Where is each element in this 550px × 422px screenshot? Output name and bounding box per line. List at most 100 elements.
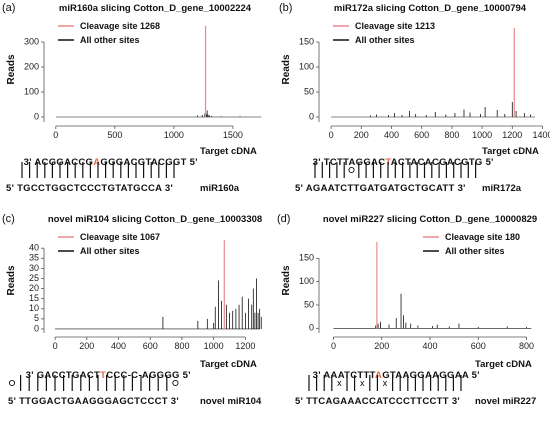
chart-title: miR160a slicing Cotton_D_gene_10002224 bbox=[59, 3, 252, 14]
y-axis-label: Reads bbox=[6, 54, 17, 84]
mirna-label: miR172a bbox=[482, 183, 522, 194]
alignment: 3' GACCTGACTTCCC-C-AGGGG 5' Target cDNA … bbox=[0, 351, 275, 422]
y-tick-label: 0 bbox=[309, 111, 314, 121]
x-tick-label: 400 bbox=[422, 341, 437, 351]
cleavage-base: A bbox=[93, 157, 101, 168]
alignment: 3' TCTTAGGACTACTACACGACGTG 5' Target cDN… bbox=[275, 140, 550, 211]
x-tick-label: 800 bbox=[444, 130, 459, 140]
x-tick-label: 500 bbox=[107, 130, 122, 140]
y-tick-label: 200 bbox=[24, 61, 39, 71]
legend-label-cleavage: Cleavage site 1268 bbox=[80, 21, 160, 31]
y-tick-label: 300 bbox=[24, 36, 39, 46]
base-pairs bbox=[314, 162, 477, 178]
y-tick-label: 100 bbox=[299, 276, 314, 286]
x-tick-label: 0 bbox=[53, 341, 58, 351]
target-label: Target cDNA bbox=[482, 146, 539, 157]
y-axis-label: Reads bbox=[281, 54, 292, 84]
chart-title: novel miR227 slicing Cotton_D_gene_10000… bbox=[323, 214, 537, 225]
target-label: Target cDNA bbox=[200, 359, 257, 370]
x-tick-label: 0 bbox=[329, 130, 334, 140]
panel-letter: (b) bbox=[279, 2, 293, 14]
plot: novel miR104 slicing Cotton_D_gene_10003… bbox=[6, 214, 262, 351]
legend-label-other: All other sites bbox=[445, 246, 505, 256]
x-tick-label: 800 bbox=[174, 341, 189, 351]
cleavage-base: T bbox=[100, 370, 107, 381]
plot: miR172a slicing Cotton_D_gene_10000794 Re… bbox=[281, 3, 550, 140]
wobble-circle bbox=[8, 379, 16, 387]
base-pairs bbox=[8, 375, 179, 391]
base-pairs bbox=[21, 162, 175, 178]
legend-label-other: All other sites bbox=[80, 35, 140, 45]
x-tick-label: 1400 bbox=[532, 130, 550, 140]
x-tick-label: 1000 bbox=[472, 130, 492, 140]
target-label: Target cDNA bbox=[200, 146, 257, 157]
legend-label-other: All other sites bbox=[355, 35, 415, 45]
mirna-sequence: 5' TGCCTGGCTCCCTGTATGCCA 3' bbox=[6, 183, 174, 194]
y-tick-label: 40 bbox=[29, 243, 39, 253]
y-tick-label: 100 bbox=[24, 86, 39, 96]
y-tick-label: 50 bbox=[304, 86, 314, 96]
x-tick-label: 600 bbox=[471, 341, 486, 351]
x-tick-label: 1000 bbox=[204, 341, 224, 351]
x-tick-label: 200 bbox=[374, 341, 389, 351]
wobble-circle bbox=[172, 379, 179, 387]
x-tick-label: 200 bbox=[79, 341, 94, 351]
legend-label-other: All other sites bbox=[80, 246, 140, 256]
y-tick-label: 150 bbox=[299, 253, 314, 263]
panel-letter: (c) bbox=[2, 213, 15, 225]
y-tick-label: 0 bbox=[34, 111, 39, 121]
y-tick-label: 100 bbox=[299, 61, 314, 71]
x-tick-label: 0 bbox=[331, 341, 336, 351]
y-tick-label: 30 bbox=[29, 263, 39, 273]
mirna-sequence: 5' TTGGACTGAAGGGAGCTCCCT 3' bbox=[8, 396, 179, 407]
y-tick-label: 0 bbox=[309, 323, 314, 333]
x-tick-label: 400 bbox=[384, 130, 399, 140]
wobble-circle bbox=[348, 166, 355, 174]
x-tick-label: 200 bbox=[354, 130, 369, 140]
target-label: Target cDNA bbox=[475, 359, 532, 370]
mismatch-mark: x bbox=[383, 378, 388, 388]
y-tick-label: 150 bbox=[299, 36, 314, 46]
mismatch-mark: x bbox=[337, 378, 342, 388]
x-tick-label: 1200 bbox=[502, 130, 522, 140]
y-axis-label: Reads bbox=[281, 265, 292, 295]
plot: novel miR227 slicing Cotton_D_gene_10000… bbox=[281, 214, 537, 351]
x-tick-label: 1000 bbox=[164, 130, 184, 140]
mirna-label: novel miR104 bbox=[200, 396, 262, 407]
y-tick-label: 5 bbox=[34, 313, 39, 323]
panel-c: (c) novel miR104 slicing Cotton_D_gene_1… bbox=[0, 211, 275, 422]
panel-letter: (a) bbox=[2, 2, 16, 14]
panel-d: (d) novel miR227 slicing Cotton_D_gene_1… bbox=[275, 211, 550, 422]
alignment: 3' ACGGACCGAGGGACGTACGGT 5' Target cDNA … bbox=[0, 140, 275, 211]
panel-b: (b) miR172a slicing Cotton_D_gene_100007… bbox=[275, 0, 550, 211]
mirna-label: novel miR227 bbox=[475, 396, 537, 407]
legend-label-cleavage: Cleavage site 1067 bbox=[80, 232, 160, 242]
y-axis-label: Reads bbox=[6, 265, 17, 295]
y-tick-label: 15 bbox=[29, 293, 39, 303]
plot: miR160a slicing Cotton_D_gene_10002224 Re… bbox=[6, 3, 262, 140]
y-tick-label: 10 bbox=[29, 303, 39, 313]
y-tick-label: 35 bbox=[29, 253, 39, 263]
x-tick-label: 1200 bbox=[235, 341, 255, 351]
y-tick-label: 20 bbox=[29, 283, 39, 293]
mismatch-mark: x bbox=[360, 378, 365, 388]
y-tick-label: 25 bbox=[29, 273, 39, 283]
alignment: 3' AAATCTTTAGTAAGGAAGGAA 5' Target cDNA … bbox=[275, 351, 550, 422]
panel-a: (a) miR160a slicing Cotton_D_gene_100022… bbox=[0, 0, 275, 211]
chart-title: miR172a slicing Cotton_D_gene_10000794 bbox=[334, 3, 527, 14]
x-tick-label: 600 bbox=[143, 341, 158, 351]
chart-title: novel miR104 slicing Cotton_D_gene_10003… bbox=[48, 214, 262, 225]
cleavage-base: A bbox=[375, 370, 383, 381]
mirna-label: miR160a bbox=[200, 183, 240, 194]
legend-label-cleavage: Cleavage site 1213 bbox=[355, 21, 435, 31]
x-tick-label: 800 bbox=[519, 341, 534, 351]
mirna-sequence: 5' AGAATCTTGATGATGCTGCATT 3' bbox=[295, 183, 466, 194]
x-tick-label: 600 bbox=[414, 130, 429, 140]
mirna-sequence: 5' TTCAGAAACCATCCCTTCCTT 3' bbox=[295, 396, 460, 407]
x-tick-label: 1500 bbox=[223, 130, 243, 140]
x-tick-label: 0 bbox=[53, 130, 58, 140]
y-tick-label: 0 bbox=[34, 323, 39, 333]
y-tick-label: 50 bbox=[304, 299, 314, 309]
legend-label-cleavage: Cleavage site 180 bbox=[445, 232, 520, 242]
